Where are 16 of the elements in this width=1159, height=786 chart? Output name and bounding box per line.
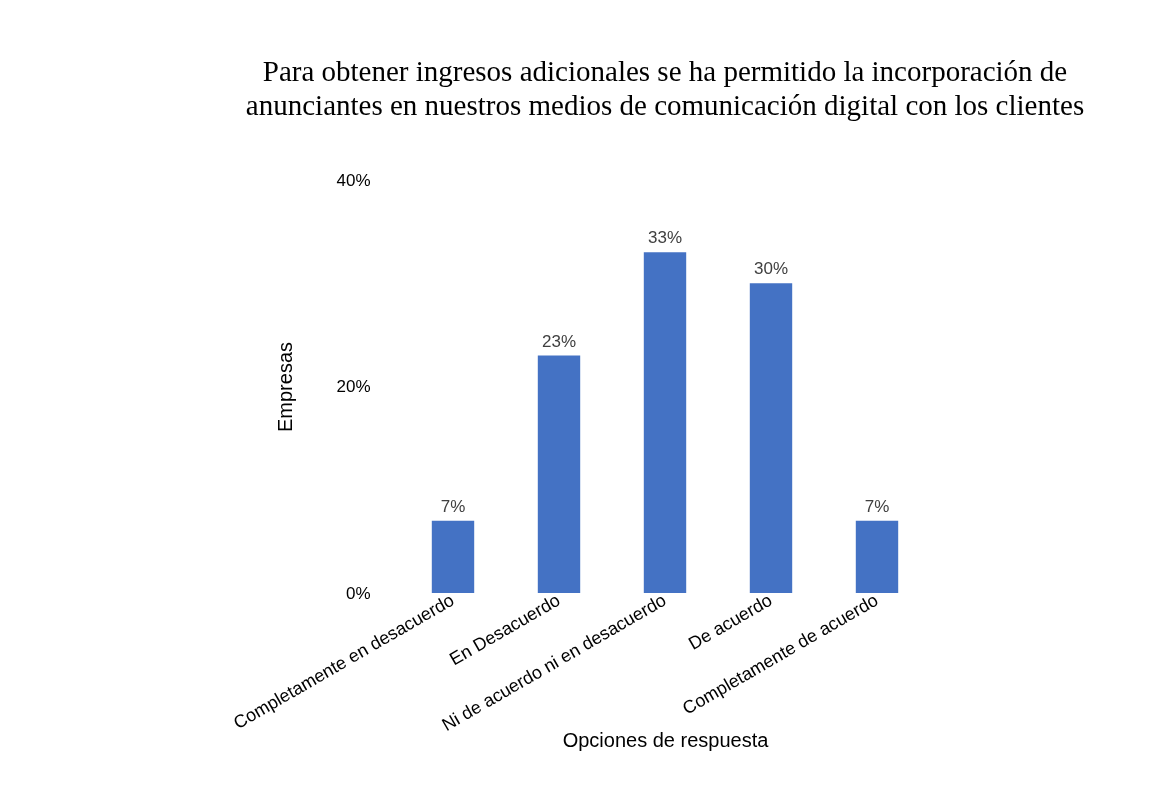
data-label: 7%: [864, 496, 890, 516]
bar: [749, 283, 793, 593]
y-axis-title: Empresas: [274, 341, 297, 433]
data-label: 23%: [541, 331, 577, 351]
bar: [855, 520, 899, 593]
y-tick-label: 40%: [336, 170, 371, 190]
chart-title: Para obtener ingresos adicionales se ha permitido la incorporación de anunciantes en nuestros medios de comunicación digital con los clientes: [245, 55, 1085, 121]
data-label: 30%: [753, 259, 789, 279]
x-axis-title: Opciones de respuesta: [562, 728, 770, 751]
y-tick-label: 0%: [345, 583, 371, 603]
bar: [537, 355, 581, 593]
bar: [643, 252, 687, 593]
y-tick-label: 20%: [336, 377, 371, 396]
bar: [431, 520, 475, 593]
data-label: 33%: [647, 228, 683, 248]
data-label: 7%: [440, 496, 466, 516]
